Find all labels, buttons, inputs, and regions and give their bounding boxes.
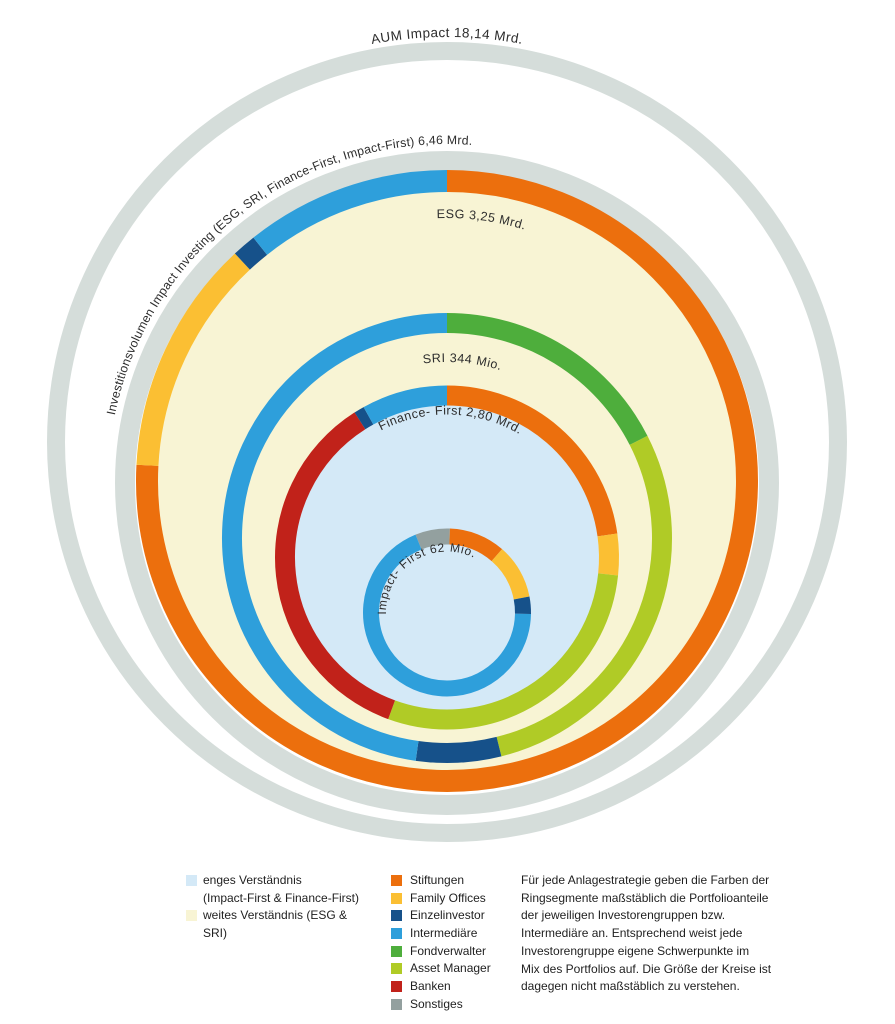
legend-item-asset-manager: Asset Manager xyxy=(391,960,491,978)
caption-line: Intermediäre an. Entsprechend weist jede xyxy=(521,926,743,941)
legend-chip-family-offices xyxy=(391,892,402,904)
legend-chip-enges-verstaendnis xyxy=(186,875,197,886)
legend-label: Stiftungen xyxy=(410,873,465,887)
legend-understanding: enges Verständnis (Impact-First & Financ… xyxy=(186,872,359,943)
ring-sri xyxy=(222,313,672,763)
legend-item-enges-verstaendnis: enges Verständnis (Impact-First & Financ… xyxy=(186,872,359,907)
legend-item-einzelinvestor: Einzelinvestor xyxy=(391,907,491,925)
segment-impact_first-stiftungen xyxy=(449,528,503,562)
legend-label: weites Verständnis (ESG & xyxy=(203,908,348,923)
segment-finance_first-banken xyxy=(275,412,396,720)
segment-sri-fondverwalter xyxy=(446,313,648,445)
context-ring-investitionsvolumen xyxy=(115,151,779,815)
segment-finance_first-einzelinvestor xyxy=(354,407,374,430)
ring-investitionsvolumen xyxy=(115,151,779,815)
caption-line: der jeweiligen Investorengruppen bzw. xyxy=(521,908,726,923)
legend-item-banken: Banken xyxy=(391,978,491,996)
caption-line: Investorengruppe eigene Schwerpunkte im xyxy=(521,943,750,958)
legend-chip-banken xyxy=(391,981,402,993)
segment-finance_first-stiftungen xyxy=(446,385,618,537)
legend-chip-sonstiges xyxy=(391,998,402,1010)
legend-label: SRI) xyxy=(203,926,227,941)
ring-finance_first xyxy=(275,385,619,730)
caption-line: Ringsegmente maßstäblich die Portfolioan… xyxy=(521,890,769,905)
legend-chip-stiftungen xyxy=(391,875,402,886)
legend-label: Einzelinvestor xyxy=(410,908,485,923)
legend-item-sonstiges: Sonstiges xyxy=(391,996,491,1014)
segment-esg-stiftungen xyxy=(136,170,758,792)
segment-finance_first-intermedi-re xyxy=(363,385,448,425)
legend-label: Fondverwalter xyxy=(410,943,487,958)
legend-label: Intermediäre xyxy=(410,926,478,941)
caption: Für jede Anlagestrategie geben die Farbe… xyxy=(521,872,776,996)
caption-line: Für jede Anlagestrategie geben die Farbe… xyxy=(521,873,770,887)
ring-impact_first xyxy=(363,528,531,697)
segment-impact_first-einzelinvestor xyxy=(513,596,531,614)
legend-item-fondverwalter: Fondverwalter xyxy=(391,943,491,961)
fill-disk-finance_first xyxy=(284,394,610,721)
segment-sri-asset-manager xyxy=(496,435,672,757)
segment-esg-intermedi-re xyxy=(253,170,448,255)
ring-label-aum: AUM Impact 18,14 Mrd. xyxy=(370,25,524,47)
segment-finance_first-family-offices xyxy=(597,533,619,576)
legend-chip-weites-verstaendnis xyxy=(186,910,197,922)
legend-label: (Impact-First & Finance-First) xyxy=(203,890,360,905)
context-ring-aum xyxy=(47,42,847,842)
legend-chip-fondverwalter xyxy=(391,945,402,957)
nested-rings-chart: AUM Impact 18,14 Mrd.Investitionsvolumen… xyxy=(47,25,847,842)
legend-groups: Stiftungen Family Offices Einzelinvestor… xyxy=(391,872,491,1014)
legend-label: Sonstiges xyxy=(410,996,463,1011)
segment-impact_first-sonstiges xyxy=(415,528,450,550)
legend-chip-einzelinvestor xyxy=(391,910,402,922)
legend-label: enges Verständnis xyxy=(203,873,302,887)
legend-item-family-offices: Family Offices xyxy=(391,890,491,908)
legend-label: Banken xyxy=(410,979,451,994)
caption-line: Mix des Portfolios auf. Die Größe der Kr… xyxy=(521,961,772,976)
segment-esg-einzelinvestor xyxy=(234,237,268,270)
legend-item-intermediaere: Intermediäre xyxy=(391,925,491,943)
legend-chip-intermediaere xyxy=(391,928,402,940)
segment-impact_first-intermedi-re xyxy=(363,534,531,697)
legend-label: Asset Manager xyxy=(410,961,491,976)
legend-item-weites-verstaendnis: weites Verständnis (ESG & SRI) xyxy=(186,907,359,942)
legend-item-stiftungen: Stiftungen xyxy=(391,872,491,890)
legend-label: Family Offices xyxy=(410,890,486,905)
segment-esg-family-offices xyxy=(136,253,250,466)
legend-chip-asset-manager xyxy=(391,963,402,975)
segment-impact_first-family-offices xyxy=(491,549,530,600)
ring-aum xyxy=(47,42,847,842)
caption-line: dagegen nicht maßstäblich zu verstehen. xyxy=(521,979,740,994)
segment-finance_first-asset-manager xyxy=(388,573,619,730)
segment-sri-einzelinvestor xyxy=(415,736,502,763)
segment-sri-intermedi-re xyxy=(222,313,448,761)
